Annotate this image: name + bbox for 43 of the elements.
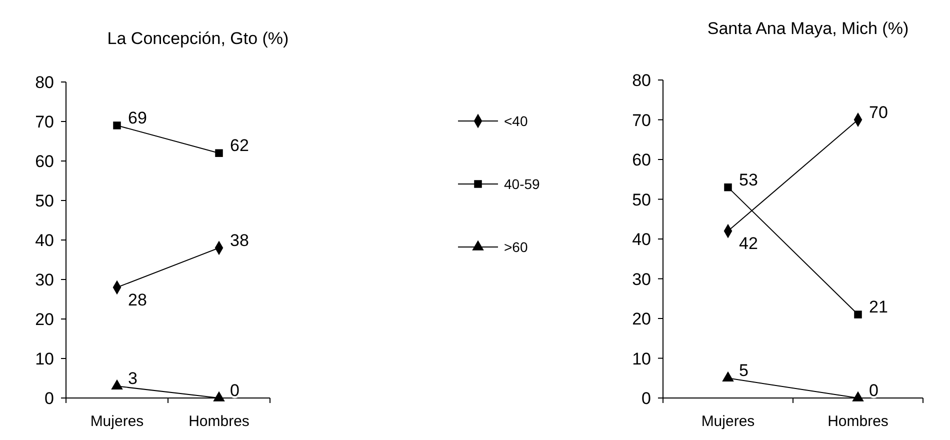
data-label: 0 — [230, 381, 240, 400]
legend-label: 40-59 — [504, 176, 540, 192]
y-tick-label: 70 — [35, 112, 54, 132]
data-label: 3 — [128, 369, 138, 388]
data-label: 42 — [739, 234, 758, 254]
y-tick-label: 70 — [632, 110, 651, 130]
y-tick-label: 20 — [632, 310, 651, 328]
y-tick-label: 60 — [632, 150, 651, 170]
y-tick-label: 40 — [632, 230, 651, 249]
y-tick-label: 80 — [35, 73, 54, 92]
data-label: 69 — [128, 108, 147, 128]
y-tick-label: 20 — [35, 310, 54, 329]
y-tick-label: 40 — [35, 231, 54, 250]
legend-label: <40 — [504, 113, 528, 129]
chart-title: La Concepción, Gto (%) — [107, 29, 289, 48]
y-tick-label: 10 — [35, 350, 54, 368]
point — [113, 122, 121, 130]
data-label: 0 — [869, 381, 878, 400]
data-label: 21 — [869, 298, 888, 317]
y-tick-label: 30 — [632, 270, 651, 289]
data-label: 53 — [739, 170, 758, 190]
point — [854, 310, 862, 318]
data-label: 38 — [230, 230, 249, 250]
y-tick-label: 50 — [632, 190, 651, 210]
data-label: 70 — [869, 102, 888, 122]
y-tick-label: 10 — [632, 349, 651, 368]
y-tick-label: 0 — [642, 389, 651, 408]
y-tick-label: 0 — [44, 389, 54, 408]
x-tick-label: Hombres — [828, 413, 888, 430]
data-label: 5 — [739, 361, 748, 380]
y-tick-label: 50 — [35, 192, 54, 210]
chart-title: Santa Ana Maya, Mich (%) — [707, 19, 909, 38]
x-tick-label: Mujeres — [701, 413, 755, 430]
y-tick-label: 30 — [35, 270, 54, 290]
data-label: 28 — [128, 290, 147, 310]
y-tick-label: 80 — [632, 71, 651, 90]
point — [215, 149, 223, 157]
point — [724, 183, 732, 192]
y-tick-label: 60 — [35, 152, 54, 171]
legend-label: >60 — [504, 239, 528, 255]
data-label: 62 — [230, 136, 249, 156]
x-tick-label: Mujeres — [90, 413, 144, 430]
x-tick-label: Hombres — [188, 413, 250, 430]
